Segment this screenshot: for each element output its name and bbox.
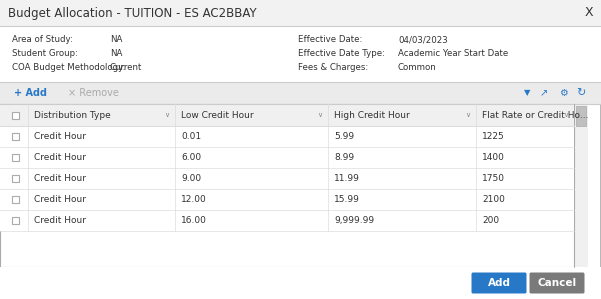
Text: Low Credit Hour: Low Credit Hour (181, 111, 254, 120)
Bar (0, 26, 601, 82)
Bar (0, 104, 574, 126)
Text: × Remove: × Remove (68, 88, 119, 98)
Text: High Credit Hour: High Credit Hour (334, 111, 410, 120)
Bar (0, 210, 574, 231)
Text: Current: Current (110, 63, 142, 72)
Text: Distribution Type: Distribution Type (34, 111, 111, 120)
Text: 11.99: 11.99 (334, 174, 360, 183)
Text: 0.01: 0.01 (181, 132, 201, 141)
Text: Credit Hour: Credit Hour (34, 153, 86, 162)
Bar (0, 267, 601, 299)
Text: 9.00: 9.00 (181, 174, 201, 183)
Text: 1225: 1225 (482, 132, 505, 141)
Text: + Add: + Add (14, 88, 47, 98)
Bar (12, 196, 19, 203)
Text: 2100: 2100 (482, 195, 505, 204)
FancyBboxPatch shape (472, 272, 526, 294)
Text: Credit Hour: Credit Hour (34, 174, 86, 183)
Bar (0, 126, 574, 147)
Text: Budget Allocation - TUITION - ES AC2BBAY: Budget Allocation - TUITION - ES AC2BBAY (8, 7, 257, 19)
Text: Area of Study:: Area of Study: (12, 36, 73, 45)
Text: Effective Date Type:: Effective Date Type: (298, 50, 385, 59)
Text: COA Budget Methodology:: COA Budget Methodology: (12, 63, 126, 72)
Text: 16.00: 16.00 (181, 216, 207, 225)
Text: 9,999.99: 9,999.99 (334, 216, 374, 225)
Text: 15.99: 15.99 (334, 195, 360, 204)
Text: Common: Common (398, 63, 437, 72)
FancyBboxPatch shape (529, 272, 585, 294)
Text: Effective Date:: Effective Date: (298, 36, 362, 45)
Text: Add: Add (487, 278, 510, 288)
Text: Fees & Charges:: Fees & Charges: (298, 63, 368, 72)
Text: Credit Hour: Credit Hour (34, 132, 86, 141)
Text: ↗: ↗ (540, 88, 548, 98)
Text: ∨: ∨ (465, 112, 471, 118)
Text: NA: NA (110, 36, 123, 45)
Text: ∨: ∨ (165, 112, 169, 118)
Text: 1400: 1400 (482, 153, 505, 162)
Text: NA: NA (110, 50, 123, 59)
Text: ∨: ∨ (564, 112, 569, 118)
Text: Student Group:: Student Group: (12, 50, 78, 59)
Text: 5.99: 5.99 (334, 132, 354, 141)
Bar (0, 0, 601, 26)
Text: ⚙: ⚙ (558, 88, 567, 98)
Bar (12, 217, 19, 224)
Text: X: X (584, 7, 593, 19)
Bar (0, 147, 574, 168)
Text: 1750: 1750 (482, 174, 505, 183)
Text: Flat Rate or Credit Ho...: Flat Rate or Credit Ho... (482, 111, 588, 120)
Bar (0, 168, 574, 189)
Bar (574, 104, 588, 267)
Text: 8.99: 8.99 (334, 153, 354, 162)
Text: 200: 200 (482, 216, 499, 225)
Text: 04/03/2023: 04/03/2023 (398, 36, 448, 45)
Text: Academic Year Start Date: Academic Year Start Date (398, 50, 508, 59)
Bar (0, 82, 601, 104)
Text: 12.00: 12.00 (181, 195, 207, 204)
Text: 6.00: 6.00 (181, 153, 201, 162)
Text: ↻: ↻ (576, 88, 586, 98)
Bar (12, 112, 19, 118)
Text: Cancel: Cancel (537, 278, 576, 288)
Bar (12, 133, 19, 140)
Text: Credit Hour: Credit Hour (34, 195, 86, 204)
Bar (0, 104, 574, 267)
Bar (0, 189, 574, 210)
Bar (576, 106, 586, 126)
Bar (12, 154, 19, 161)
Text: ▼: ▼ (523, 89, 530, 97)
Text: ∨: ∨ (317, 112, 323, 118)
Text: Credit Hour: Credit Hour (34, 216, 86, 225)
Bar (12, 175, 19, 182)
